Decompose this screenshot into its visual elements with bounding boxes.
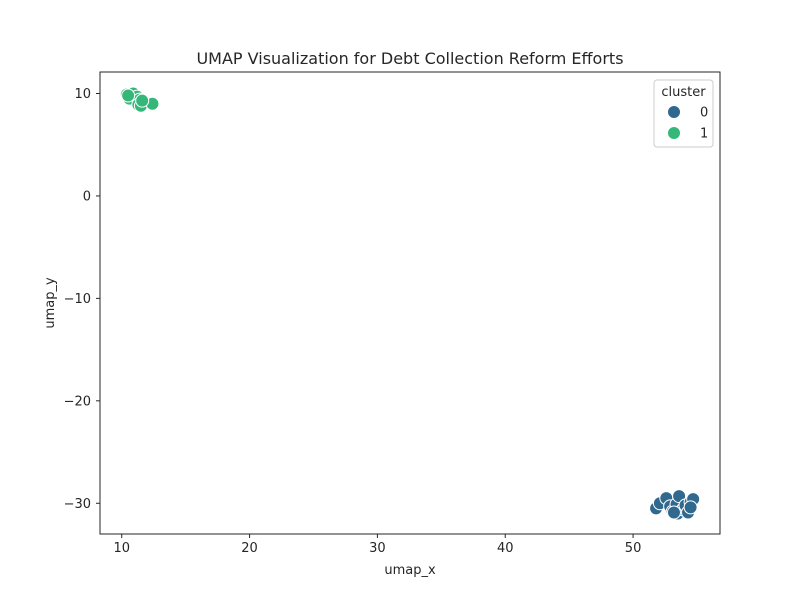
cluster-1-point (121, 88, 136, 103)
x-tick-label: 20 (241, 541, 258, 556)
x-axis: 10 20 30 40 50 (113, 534, 641, 556)
x-tick-label: 50 (625, 541, 642, 556)
cluster-0-point (666, 505, 681, 520)
legend-entries: 01 (667, 105, 708, 142)
cluster-0-point (683, 500, 698, 515)
y-axis-label: umap_y (43, 277, 58, 329)
y-axis: 10 0 −10 −20 −30 (64, 87, 100, 512)
cluster-1-point (135, 93, 150, 108)
x-tick-label: 10 (113, 541, 130, 556)
y-tick-label: −20 (64, 394, 91, 409)
y-tick-label: 0 (83, 189, 91, 204)
x-tick-label: 30 (369, 541, 386, 556)
y-tick-label: −30 (64, 497, 91, 512)
legend-marker-0 (667, 105, 681, 119)
legend-label-1: 1 (700, 127, 708, 142)
y-tick-label: 10 (74, 87, 91, 102)
legend-title: cluster (661, 85, 706, 100)
x-tick-label: 40 (497, 541, 514, 556)
x-axis-label: umap_x (384, 563, 436, 578)
plot-frame (99, 71, 721, 535)
chart-title: UMAP Visualization for Debt Collection R… (196, 49, 623, 68)
y-tick-label: −10 (64, 292, 91, 307)
legend-marker-1 (667, 126, 681, 140)
legend-label-0: 0 (700, 106, 708, 121)
legend: cluster 01 (653, 79, 714, 148)
points-layer (119, 86, 701, 521)
